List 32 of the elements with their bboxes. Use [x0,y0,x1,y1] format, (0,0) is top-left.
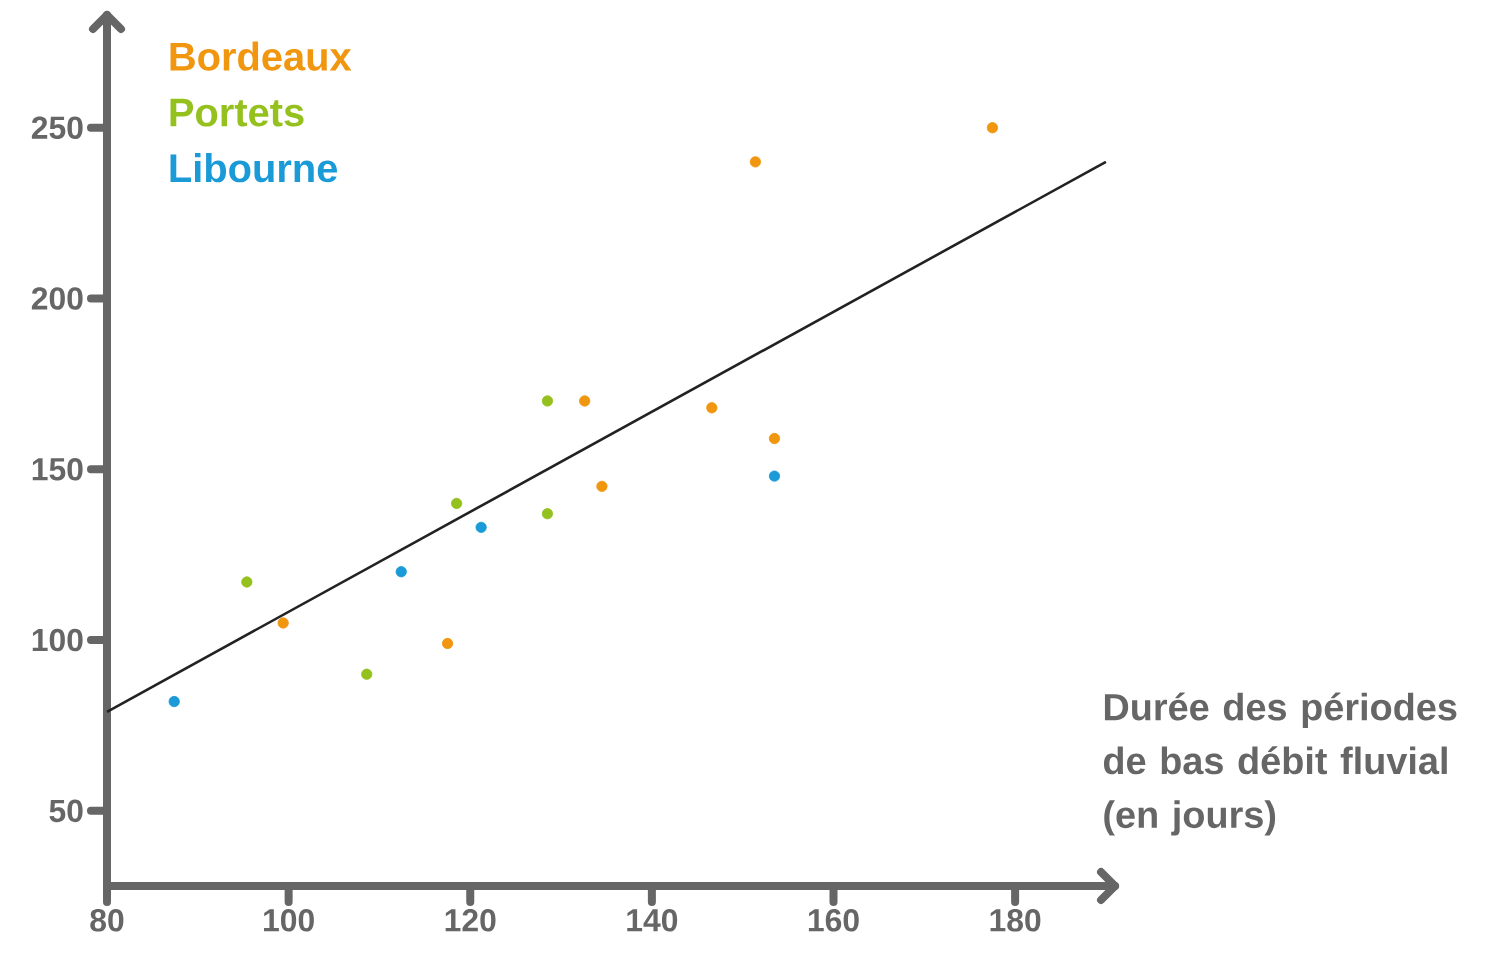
point [441,637,454,650]
point [361,668,373,680]
point [768,432,781,445]
point [395,566,407,578]
y-tick-label: 150 [32,458,83,481]
y-tick-label: 250 [31,116,83,139]
x-tick-label: 120 [445,909,496,932]
point [768,470,781,482]
text: Bordeaux [170,41,352,71]
text: Portets [170,98,304,127]
point [277,617,289,629]
x-tick-label: 180 [990,909,1041,932]
text: Libourne [170,153,338,183]
point [451,497,463,510]
point [579,395,591,407]
point [706,402,718,414]
point [986,122,999,134]
x-axis-title: Durée des périodes de bas débit fluvial (en jours) [1103,692,1457,836]
y-tick-label: 50 [49,799,83,823]
point [241,576,253,588]
x-tick-label: 140 [627,909,678,932]
y-tick-label: 200 [31,287,83,310]
point [541,508,554,520]
x-tick-label: 160 [808,909,859,932]
point [749,156,761,168]
point [596,480,608,492]
point [168,695,180,708]
point [475,521,487,533]
x-tick-label: 80 [90,909,124,932]
y-tick-label: 100 [32,628,83,652]
x-tick-label: 100 [264,909,314,932]
point [541,395,554,407]
